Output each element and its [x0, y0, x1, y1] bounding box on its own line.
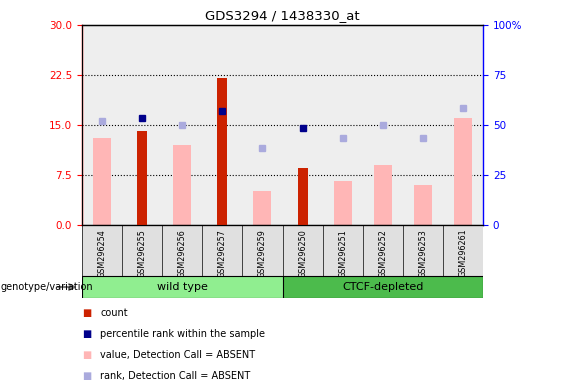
Bar	[298, 168, 307, 225]
Text: CTCF-depleted: CTCF-depleted	[342, 282, 424, 292]
Bar	[82, 276, 282, 298]
Text: GSM296261: GSM296261	[459, 229, 467, 277]
Text: GSM296252: GSM296252	[379, 229, 387, 278]
Bar	[202, 25, 242, 225]
Bar	[162, 25, 202, 225]
Bar	[282, 276, 483, 298]
Bar	[374, 165, 392, 225]
Bar	[202, 225, 242, 276]
Bar	[254, 191, 271, 225]
Bar	[363, 25, 403, 225]
Text: ■: ■	[82, 371, 91, 381]
Text: count: count	[100, 308, 128, 318]
Bar	[403, 25, 443, 225]
Bar	[414, 185, 432, 225]
Bar	[82, 225, 122, 276]
Text: GSM296254: GSM296254	[98, 229, 106, 278]
Text: GSM296259: GSM296259	[258, 229, 267, 278]
Bar	[137, 131, 147, 225]
Bar	[122, 25, 162, 225]
Bar	[162, 225, 202, 276]
Bar	[242, 25, 282, 225]
Bar	[82, 25, 122, 225]
Bar	[443, 25, 483, 225]
Bar	[122, 225, 162, 276]
Bar	[242, 225, 282, 276]
Bar	[173, 145, 191, 225]
Text: genotype/variation: genotype/variation	[1, 282, 93, 292]
Bar	[334, 181, 351, 225]
Text: GSM296257: GSM296257	[218, 229, 227, 278]
Text: rank, Detection Call = ABSENT: rank, Detection Call = ABSENT	[100, 371, 250, 381]
Bar	[323, 25, 363, 225]
Bar	[282, 225, 323, 276]
Text: ■: ■	[82, 350, 91, 360]
Bar	[403, 225, 443, 276]
Text: value, Detection Call = ABSENT: value, Detection Call = ABSENT	[100, 350, 255, 360]
Text: GSM296256: GSM296256	[178, 229, 186, 278]
Text: ■: ■	[82, 329, 91, 339]
Bar	[454, 118, 472, 225]
Text: GSM296253: GSM296253	[419, 229, 427, 278]
Bar	[443, 225, 483, 276]
Bar	[323, 225, 363, 276]
Text: ■: ■	[82, 308, 91, 318]
Bar	[218, 78, 227, 225]
Title: GDS3294 / 1438330_at: GDS3294 / 1438330_at	[205, 9, 360, 22]
Text: wild type: wild type	[157, 282, 208, 292]
Bar	[93, 138, 111, 225]
Text: GSM296251: GSM296251	[338, 229, 347, 278]
Text: GSM296255: GSM296255	[138, 229, 146, 278]
Text: percentile rank within the sample: percentile rank within the sample	[100, 329, 265, 339]
Bar	[282, 25, 323, 225]
Text: GSM296250: GSM296250	[298, 229, 307, 278]
Bar	[363, 225, 403, 276]
